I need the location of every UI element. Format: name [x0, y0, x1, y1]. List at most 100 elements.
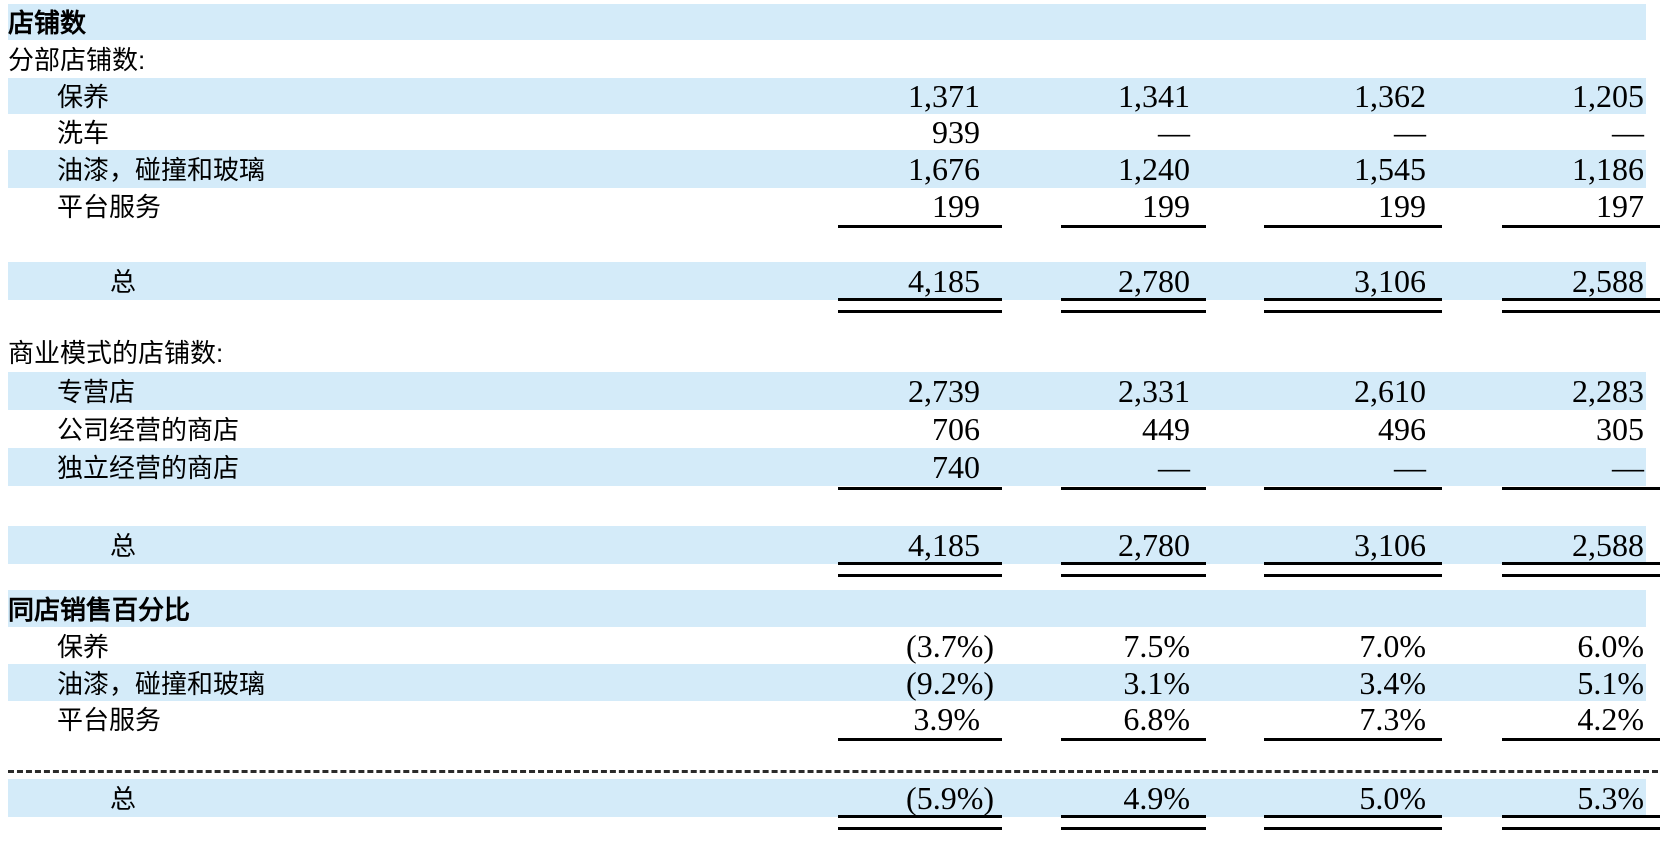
single-underline — [1502, 225, 1660, 228]
value-cell: 3.1% — [1061, 664, 1206, 701]
value-cell: 7.5% — [1061, 627, 1206, 664]
double-underline — [1061, 562, 1206, 577]
value-cell: 7.0% — [1264, 627, 1442, 664]
cell-value: 2,283 — [1572, 373, 1644, 409]
value-cell: 6.0% — [1502, 627, 1646, 664]
value-cell: 3.9% — [838, 701, 1002, 741]
value-cell: 3,106 — [1264, 262, 1442, 313]
single-underline — [838, 738, 1002, 741]
value-cell: 197 — [1502, 188, 1660, 228]
single-underline — [838, 487, 1002, 490]
cell-value: 1,362 — [1354, 78, 1426, 114]
value-cell: 199 — [1061, 188, 1206, 228]
double-underline — [1502, 298, 1660, 313]
row-label: 洗车 — [57, 118, 110, 148]
value-cell: — — [1061, 448, 1206, 490]
table-row: 平台服务 3.9% 6.8% 7.3% 4.2% — [8, 701, 1660, 741]
value-cell: 4.9% — [1061, 779, 1206, 830]
value-cell: 2,780 — [1061, 262, 1206, 313]
value-cell: 4,185 — [838, 262, 1002, 313]
value-cell: 706 — [838, 410, 1002, 448]
value-cell: 496 — [1264, 410, 1442, 448]
cell-value: — — [1394, 114, 1426, 150]
cell-value: 3.4% — [1359, 664, 1426, 701]
cell-value: — — [1394, 449, 1426, 485]
value-cell: 1,341 — [1061, 78, 1206, 114]
total-row: 总 4,185 2,780 3,106 2,588 — [8, 526, 1660, 577]
value-cell: (3.7%) — [838, 627, 1002, 664]
cell-value: 7.0% — [1359, 627, 1426, 664]
value-cell: 3.4% — [1264, 664, 1442, 701]
double-underline — [1264, 562, 1442, 577]
value-cell: 449 — [1061, 410, 1206, 448]
single-underline — [1061, 225, 1206, 228]
section-gap — [0, 737, 1662, 779]
value-cell: 1,362 — [1264, 78, 1442, 114]
value-cell: 305 — [1502, 410, 1646, 448]
single-underline — [838, 225, 1002, 228]
double-underline — [1264, 298, 1442, 313]
row-label: 商业模式的店铺数: — [8, 338, 224, 368]
single-underline — [1061, 487, 1206, 490]
value-cell: 7.3% — [1264, 701, 1442, 741]
cell-value: (9.2%) — [906, 664, 994, 701]
row-label: 总 — [110, 531, 137, 561]
row-label: 总 — [110, 784, 137, 814]
cell-value: 305 — [1596, 411, 1644, 447]
value-cell: 3,106 — [1264, 526, 1442, 577]
table-row: 油漆，碰撞和玻璃 1,676 1,240 1,545 1,186 — [8, 150, 1646, 188]
value-cell: — — [1264, 114, 1442, 150]
value-cell: 2,588 — [1502, 526, 1660, 577]
section-gap — [0, 564, 1662, 590]
cell-value: — — [1158, 114, 1190, 150]
value-cell: 5.0% — [1264, 779, 1442, 830]
cell-value: — — [1612, 449, 1644, 485]
single-underline — [1502, 487, 1660, 490]
value-cell: 2,283 — [1502, 372, 1646, 410]
value-cell: 1,545 — [1264, 150, 1442, 188]
value-cell: 1,186 — [1502, 150, 1646, 188]
value-cell: 5.1% — [1502, 664, 1646, 701]
row-label: 公司经营的商店 — [57, 415, 240, 445]
value-cell: 4,185 — [838, 526, 1002, 577]
cell-value: 2,588 — [1572, 263, 1644, 299]
row-label: 平台服务 — [57, 705, 162, 735]
row-label: 保养 — [57, 631, 110, 662]
table-row: 平台服务 199 199 199 197 — [8, 188, 1660, 228]
row-label: 店铺数 — [8, 8, 87, 38]
cell-value: 199 — [1142, 188, 1190, 224]
cell-value: 3,106 — [1354, 527, 1426, 563]
cell-value: 2,331 — [1118, 373, 1190, 409]
cell-value: 7.5% — [1123, 627, 1190, 664]
cell-value: 3.9% — [913, 701, 980, 737]
value-cell: 2,331 — [1061, 372, 1206, 410]
value-cell: — — [1061, 114, 1206, 150]
row-label: 油漆，碰撞和玻璃 — [57, 155, 266, 185]
value-cell: 740 — [838, 448, 1002, 490]
cell-value: 7.3% — [1359, 701, 1426, 737]
value-cell: (5.9%) — [838, 779, 1002, 830]
table-row: 洗车 939 — — — — [8, 114, 1646, 150]
table-row: 独立经营的商店 740 — — — — [8, 448, 1660, 490]
double-underline — [838, 562, 1002, 577]
value-cell: — — [1264, 448, 1442, 490]
cell-value: 5.1% — [1577, 664, 1644, 701]
cell-value: 5.3% — [1577, 780, 1644, 816]
subheader-row: 商业模式的店铺数: — [8, 332, 1646, 372]
total-row: 总 (5.9%) 4.9% 5.0% 5.3% — [8, 779, 1660, 830]
double-underline — [1502, 562, 1660, 577]
cell-value: 6.0% — [1577, 627, 1644, 664]
double-underline — [838, 298, 1002, 313]
value-cell: 1,371 — [838, 78, 1002, 114]
dashed-separator — [8, 770, 1658, 773]
table-row: 专营店 2,739 2,331 2,610 2,283 — [8, 372, 1646, 410]
cell-value: 3.1% — [1123, 664, 1190, 701]
cell-value: — — [1612, 114, 1644, 150]
cell-value: 3,106 — [1354, 263, 1426, 299]
row-label: 同店销售百分比 — [8, 594, 191, 625]
cell-value: 740 — [932, 449, 980, 485]
value-cell: 4.2% — [1502, 701, 1660, 741]
total-row: 总 4,185 2,780 3,106 2,588 — [8, 262, 1660, 313]
value-cell: 2,780 — [1061, 526, 1206, 577]
cell-value: 1,341 — [1118, 78, 1190, 114]
